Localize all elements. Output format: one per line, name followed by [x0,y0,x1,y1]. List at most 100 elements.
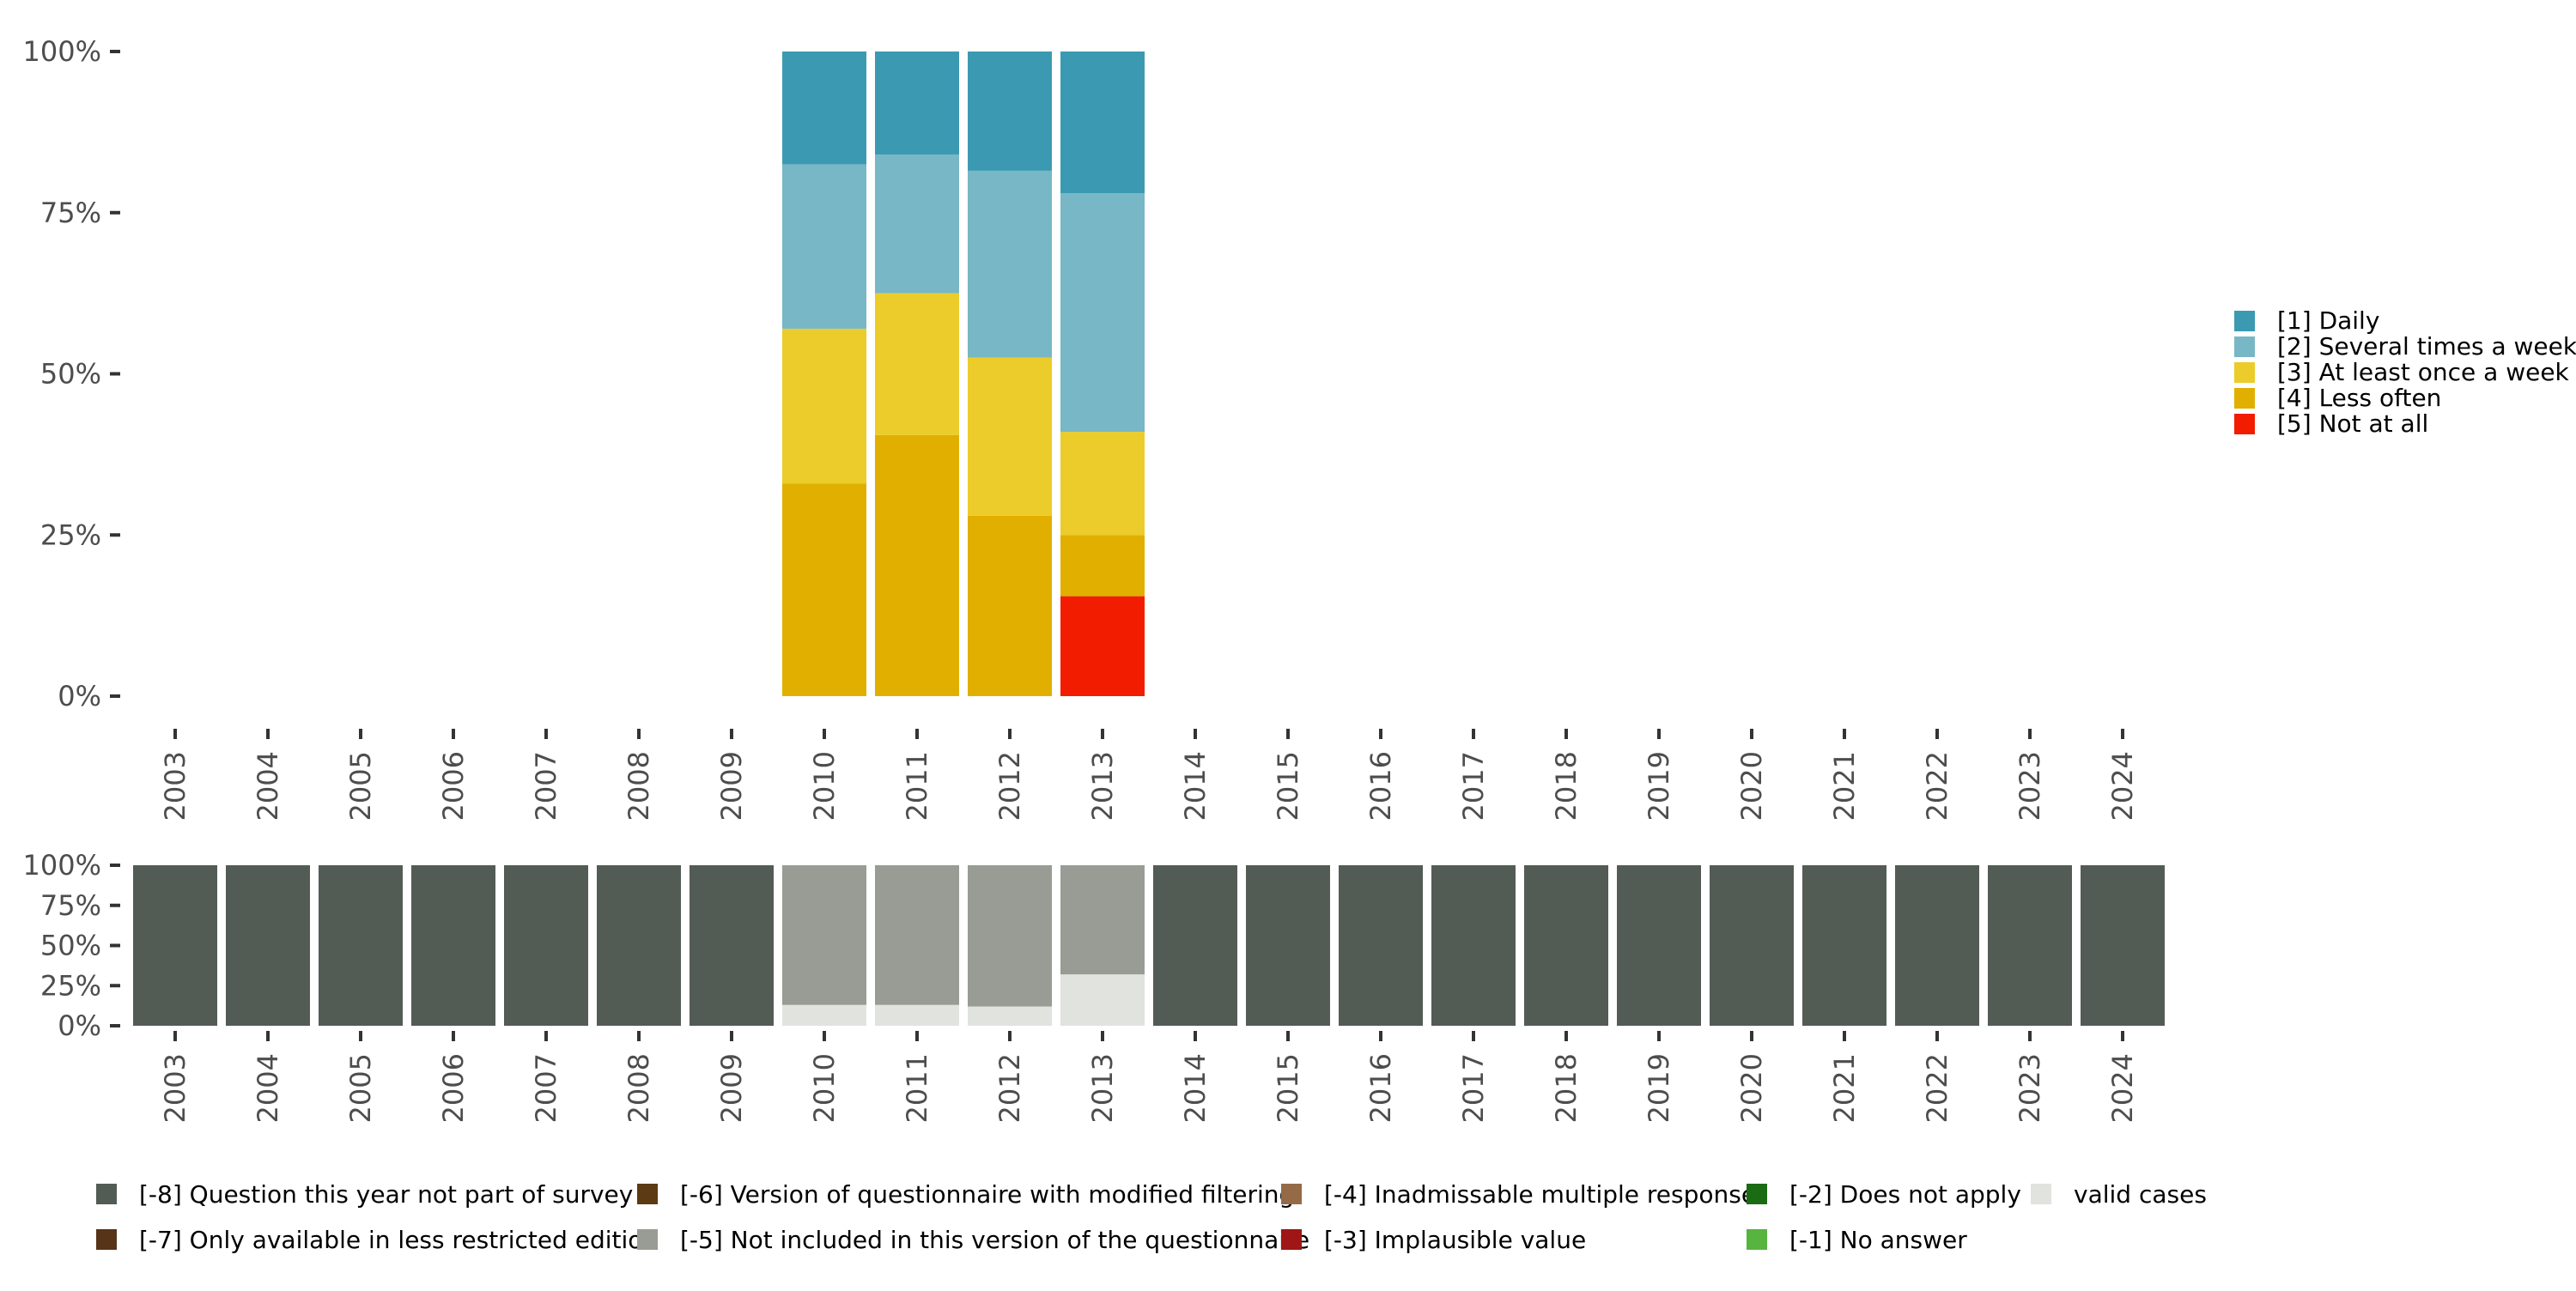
bottom-x-tick-label: 2024 [2106,1053,2139,1123]
top-x-tick-label: 2005 [344,751,377,821]
legend-label: [5] Not at all [2277,409,2428,438]
legend-swatch [637,1184,658,1204]
bottom-bar-segment [597,865,681,1026]
bottom-y-tick-label: 100% [23,849,101,882]
bottom-x-tick-label: 2013 [1086,1053,1119,1123]
legend-label: [-1] No answer [1789,1226,1967,1254]
top-y-tick-label: 50% [40,358,101,391]
top-x-tick-label: 2023 [2014,751,2046,821]
bottom-x-tick-label: 2009 [715,1053,748,1123]
top-x-tick-label: 2017 [1457,751,1490,821]
top-x-tick-label: 2021 [1828,751,1861,821]
top-bar-segment [1060,52,1145,194]
bottom-bar-segment [690,865,774,1026]
bottom-x-tick-label: 2017 [1457,1053,1490,1123]
top-x-tick-label: 2013 [1086,751,1119,821]
top-y-tick-label: 100% [23,35,101,68]
legend-label: [-8] Question this year not part of surv… [139,1180,633,1209]
legend-label: [-6] Version of questionnaire with modif… [680,1180,1294,1209]
bottom-x-tick-label: 2007 [530,1053,562,1123]
legend-label: [-7] Only available in less restricted e… [139,1226,658,1254]
bottom-bar-segment [1153,865,1237,1026]
top-y-tick-label: 75% [40,197,101,229]
top-bar-segment [1060,193,1145,433]
top-x-tick-label: 2015 [1272,751,1304,821]
legend-swatch [2234,362,2255,383]
top-x-tick-label: 2016 [1364,751,1397,821]
bottom-y-tick-label: 50% [40,930,101,962]
bottom-bar-segment [504,865,588,1026]
legend-swatch [2234,388,2255,409]
bottom-bar-segment [1988,865,2072,1026]
legend-label: [3] At least once a week [2277,358,2570,386]
bottom-bar-segment [1246,865,1330,1026]
top-bar-segment [1060,596,1145,696]
bottom-y-tick-label: 25% [40,969,101,1002]
bottom-bar-segment [1339,865,1423,1026]
top-bar-segment [968,52,1052,171]
legend-label: [2] Several times a week [2277,332,2576,361]
bottom-x-tick-label: 2020 [1735,1053,1768,1123]
bottom-x-tick-label: 2019 [1643,1053,1675,1123]
bottom-x-tick-label: 2018 [1550,1053,1583,1123]
legend-swatch [2234,336,2255,357]
bottom-x-tick-label: 2010 [808,1053,841,1123]
bottom-y-tick-label: 0% [58,1009,101,1042]
top-x-tick-label: 2012 [993,751,1026,821]
top-x-tick-label: 2007 [530,751,562,821]
bottom-bar-segment [411,865,495,1026]
top-x-tick-label: 2010 [808,751,841,821]
top-x-tick-label: 2018 [1550,751,1583,821]
bottom-bar-segment [968,1006,1052,1026]
legend-swatch [1747,1229,1767,1250]
legend-swatch [2031,1184,2051,1204]
top-bar-segment [875,52,959,155]
top-bar-segment [1060,432,1145,536]
top-bar-segment [1060,535,1145,597]
bottom-x-tick-label: 2015 [1272,1053,1304,1123]
bottom-x-tick-label: 2023 [2014,1053,2046,1123]
legend-label: [-3] Implausible value [1324,1226,1586,1254]
top-x-tick-label: 2008 [623,751,655,821]
bottom-x-tick-label: 2006 [437,1053,470,1123]
bottom-bar-segment [1524,865,1608,1026]
legend-swatch [96,1229,117,1250]
bottom-x-tick-label: 2021 [1828,1053,1861,1123]
bottom-bar-segment [782,865,866,1005]
bottom-bar-segment [968,865,1052,1007]
top-x-tick-label: 2014 [1179,751,1212,821]
top-y-tick-label: 25% [40,518,101,551]
top-x-tick-label: 2006 [437,751,470,821]
bottom-bar-segment [226,865,310,1026]
top-x-tick-label: 2004 [252,751,284,821]
bottom-x-tick-label: 2022 [1921,1053,1953,1123]
legend-swatch [1747,1184,1767,1204]
bottom-bar-segment [782,1004,866,1026]
top-x-tick-label: 2022 [1921,751,1953,821]
top-bar-segment [782,328,866,484]
top-bar-segment [968,515,1052,696]
bottom-bar-segment [875,1004,959,1026]
top-bar-segment [875,434,959,696]
bottom-x-tick-label: 2004 [252,1053,284,1123]
bottom-bar-segment [319,865,403,1026]
top-bar-segment [782,52,866,165]
top-y-tick-label: 0% [58,680,101,712]
bottom-bar-segment [1431,865,1516,1026]
bottom-x-tick-label: 2005 [344,1053,377,1123]
top-bar-segment [968,357,1052,516]
legend-label: [4] Less often [2277,384,2441,412]
bottom-bar-segment [1895,865,1979,1026]
bottom-x-tick-label: 2012 [993,1053,1026,1123]
legend-swatch [2234,311,2255,331]
bottom-x-tick-label: 2016 [1364,1053,1397,1123]
legend-swatch [1281,1229,1302,1250]
legend-label: [-4] Inadmissable multiple response [1324,1180,1756,1209]
top-x-tick-label: 2019 [1643,751,1675,821]
top-bar-segment [875,293,959,435]
bottom-bar-segment [133,865,217,1026]
bottom-x-tick-label: 2014 [1179,1053,1212,1123]
top-x-tick-label: 2009 [715,751,748,821]
